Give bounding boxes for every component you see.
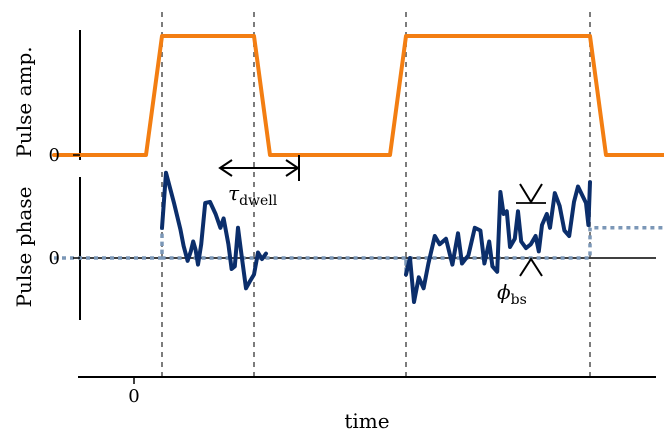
phi-subscript: bs	[511, 292, 527, 308]
phase-series-2	[404, 180, 592, 304]
amp-axis-label: Pulse amp.	[12, 46, 36, 157]
amplitude-series-0	[52, 34, 664, 157]
phi-symbol: ϕbs	[497, 280, 527, 308]
tau-symbol: τdwell	[228, 181, 278, 209]
amp-zero-label: 0	[49, 145, 60, 166]
phase-series-1	[160, 170, 268, 291]
tau-dwell-annotation: τdwell	[218, 155, 300, 209]
phase-zero-label: 0	[49, 248, 60, 269]
phi-top-arrowhead	[519, 183, 543, 204]
x-axis-label: time	[344, 409, 389, 433]
tau-char: τ	[228, 181, 240, 205]
phi-bs-annotation: ϕbs	[497, 183, 546, 308]
series-group	[52, 34, 664, 304]
phase-series-0	[54, 226, 664, 277]
phi-char: ϕ	[497, 280, 511, 304]
x-zero-label: 0	[128, 386, 139, 407]
tau-subscript: dwell	[239, 193, 278, 209]
tau-left-arrowhead	[218, 159, 233, 177]
phi-bottom-arrowhead	[519, 257, 543, 277]
phase-axis-label: Pulse phase	[12, 187, 36, 308]
